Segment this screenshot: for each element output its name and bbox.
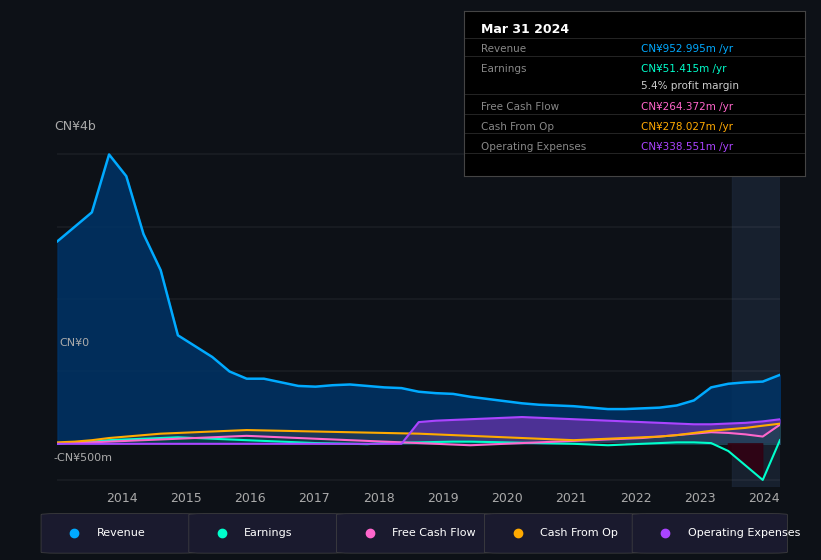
Text: Cash From Op: Cash From Op bbox=[481, 122, 554, 132]
Text: Earnings: Earnings bbox=[245, 529, 293, 538]
Text: CN¥278.027m /yr: CN¥278.027m /yr bbox=[641, 122, 733, 132]
Text: Free Cash Flow: Free Cash Flow bbox=[392, 529, 475, 538]
Text: CN¥338.551m /yr: CN¥338.551m /yr bbox=[641, 142, 733, 152]
Text: Mar 31 2024: Mar 31 2024 bbox=[481, 23, 569, 36]
Text: CN¥952.995m /yr: CN¥952.995m /yr bbox=[641, 44, 733, 54]
FancyBboxPatch shape bbox=[632, 514, 787, 553]
FancyBboxPatch shape bbox=[484, 514, 640, 553]
Text: CN¥4b: CN¥4b bbox=[54, 120, 95, 133]
Text: CN¥0: CN¥0 bbox=[59, 338, 89, 348]
Text: -CN¥500m: -CN¥500m bbox=[54, 452, 112, 463]
FancyBboxPatch shape bbox=[189, 514, 344, 553]
FancyBboxPatch shape bbox=[41, 514, 196, 553]
Text: Operating Expenses: Operating Expenses bbox=[481, 142, 586, 152]
Text: Operating Expenses: Operating Expenses bbox=[688, 529, 800, 538]
Text: CN¥51.415m /yr: CN¥51.415m /yr bbox=[641, 64, 727, 74]
Text: 5.4% profit margin: 5.4% profit margin bbox=[641, 81, 739, 91]
Bar bbox=[732, 140, 780, 487]
Text: Cash From Op: Cash From Op bbox=[540, 529, 617, 538]
Text: Revenue: Revenue bbox=[481, 44, 526, 54]
Text: Earnings: Earnings bbox=[481, 64, 526, 74]
FancyBboxPatch shape bbox=[337, 514, 492, 553]
Text: Revenue: Revenue bbox=[97, 529, 145, 538]
Text: Free Cash Flow: Free Cash Flow bbox=[481, 102, 559, 112]
Text: CN¥264.372m /yr: CN¥264.372m /yr bbox=[641, 102, 733, 112]
